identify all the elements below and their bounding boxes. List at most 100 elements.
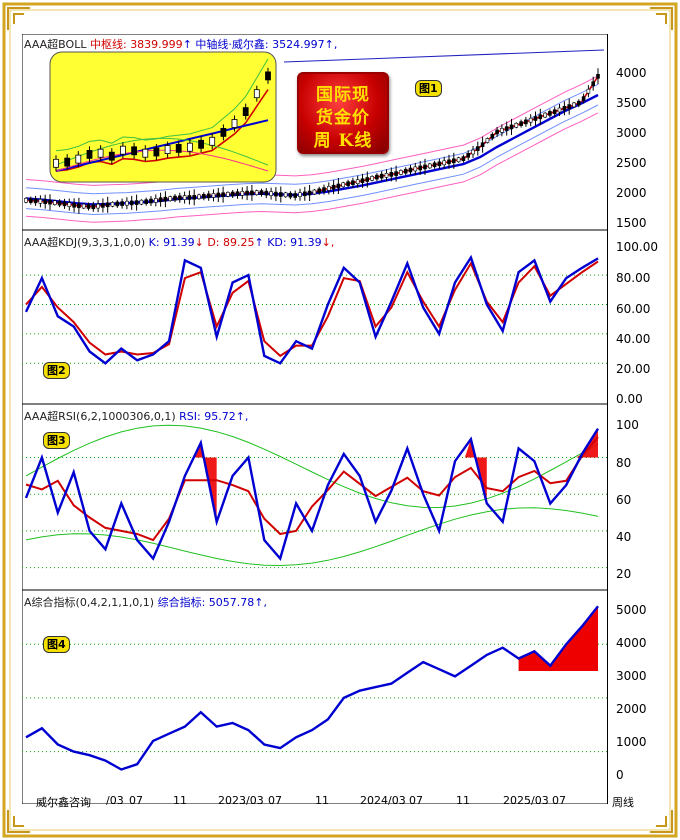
candle-body <box>29 198 33 203</box>
x-tick: 2024/03 <box>360 794 406 807</box>
candle-body <box>432 162 437 168</box>
y-tick: 100 <box>616 418 639 432</box>
mid-value: 3839.999 <box>130 38 183 51</box>
upper-band <box>25 83 599 195</box>
candle-body <box>437 161 442 167</box>
candle-body <box>528 117 533 123</box>
candle-body <box>125 200 129 206</box>
y-tick: 20 <box>616 567 632 581</box>
inset-candle-body <box>265 71 271 81</box>
main-value: 3524.997 <box>272 38 325 51</box>
y-tick: 2000 <box>616 702 647 716</box>
candle-body <box>52 200 57 205</box>
candle-body <box>245 190 249 196</box>
inset-candle-body <box>253 89 260 99</box>
candle-body <box>226 192 230 197</box>
resistance-line <box>283 49 605 63</box>
d-arrow: ↑ <box>254 236 264 249</box>
candle-body <box>322 187 326 192</box>
candle-body <box>581 96 586 101</box>
candle-body <box>96 203 100 209</box>
y-tick: 40 <box>616 530 632 544</box>
candle-body <box>24 198 28 203</box>
kd-value: 91.39 <box>290 236 322 249</box>
candle-body <box>586 88 591 94</box>
kdj-title: AAA超KDJ(9,3,3,1,0,0) <box>24 236 146 249</box>
inset-candle-body <box>220 128 227 137</box>
y-tick: 1500 <box>616 216 647 230</box>
candle-body <box>158 197 163 202</box>
y-tick: 3000 <box>616 126 647 140</box>
candle-body <box>413 166 418 172</box>
candle-body <box>216 192 221 198</box>
inset-candle-body <box>120 145 126 155</box>
candle-body <box>543 112 547 118</box>
y-tick: 40.00 <box>616 332 651 346</box>
candle-body <box>115 201 120 207</box>
outer-upper-band <box>25 75 599 186</box>
composite-fill <box>518 606 598 671</box>
candle-body <box>264 190 269 196</box>
candle-body <box>557 107 562 113</box>
y-tick: 80 <box>616 456 632 470</box>
candle-body <box>154 198 158 203</box>
candle-body <box>192 195 196 200</box>
rsi-overbought-fill <box>464 439 487 504</box>
candle-body <box>288 192 293 198</box>
candle-body <box>591 81 596 87</box>
candle-body <box>293 193 298 198</box>
candle-body <box>576 100 581 106</box>
candle-body <box>346 181 350 186</box>
candle-body <box>562 106 567 111</box>
candle-body <box>259 190 264 195</box>
candle-body <box>307 190 312 196</box>
stamp-line-2: 货金价 <box>316 108 370 128</box>
rsi-value: 95.72 <box>204 410 236 423</box>
candle-body <box>389 172 394 177</box>
y-tick: 2500 <box>616 156 647 170</box>
candle-body <box>418 165 423 171</box>
candle-body <box>72 203 76 208</box>
rsi-ma-line <box>25 436 599 542</box>
candle-body <box>519 121 523 126</box>
candle-body <box>480 142 485 147</box>
candle-body <box>240 191 245 196</box>
lower-band <box>25 104 599 216</box>
composite-arrow: ↑, <box>254 596 268 609</box>
y-tick: 5000 <box>616 603 647 617</box>
rsi-arrow: ↑, <box>235 410 249 423</box>
candle-body <box>235 191 240 196</box>
d-label: D: <box>207 236 220 249</box>
x-tick: 2023/03 <box>218 794 264 807</box>
figure-2-badge: 图2 <box>43 362 70 379</box>
candle-body <box>230 191 235 197</box>
candle-body <box>197 194 201 200</box>
candle-body <box>370 176 374 181</box>
candle-body <box>77 203 81 209</box>
candle-body <box>375 174 379 180</box>
candle-body <box>423 164 427 170</box>
candle-body <box>86 204 91 209</box>
candle-body <box>269 191 273 196</box>
candle-body <box>105 202 110 208</box>
composite-header: A综合指标(0,4,2,1,1,0,1) 综合指标: 5057.78↑, <box>24 594 267 610</box>
candle-body <box>509 124 514 130</box>
candle-body <box>500 128 504 133</box>
outer-lower-band <box>25 112 599 223</box>
rsi-header: AAA超RSI(6,2,1000306,0,1) RSI: 95.72↑, <box>24 408 248 424</box>
composite-title: A综合指标(0,4,2,1,1,0,1) <box>24 596 155 609</box>
candle-body <box>351 180 355 185</box>
candle-body <box>461 156 466 161</box>
inset-upper-band <box>55 58 269 152</box>
inset-candle-body <box>231 119 238 128</box>
candle-body <box>254 190 259 195</box>
candle-body <box>149 198 153 204</box>
candle-body <box>548 111 552 116</box>
weekly-candles <box>24 68 600 214</box>
y-tick: 4000 <box>616 66 647 80</box>
corner-ornament-icon <box>7 7 673 833</box>
candle-body <box>572 102 576 108</box>
candle-body <box>274 191 278 197</box>
inset-chart <box>49 51 277 183</box>
figure-1-badge: 图1 <box>415 80 442 97</box>
